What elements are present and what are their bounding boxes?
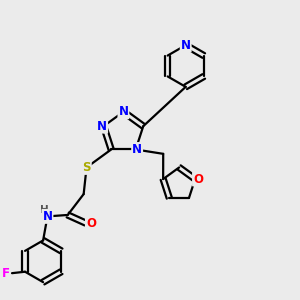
- Text: F: F: [2, 267, 10, 280]
- Text: N: N: [181, 39, 191, 52]
- Text: N: N: [42, 210, 52, 223]
- Text: O: O: [86, 217, 96, 230]
- Text: O: O: [193, 172, 203, 186]
- Text: N: N: [132, 143, 142, 156]
- Text: N: N: [97, 120, 107, 133]
- Text: N: N: [118, 105, 128, 118]
- Text: S: S: [82, 161, 91, 174]
- Text: H: H: [40, 205, 48, 215]
